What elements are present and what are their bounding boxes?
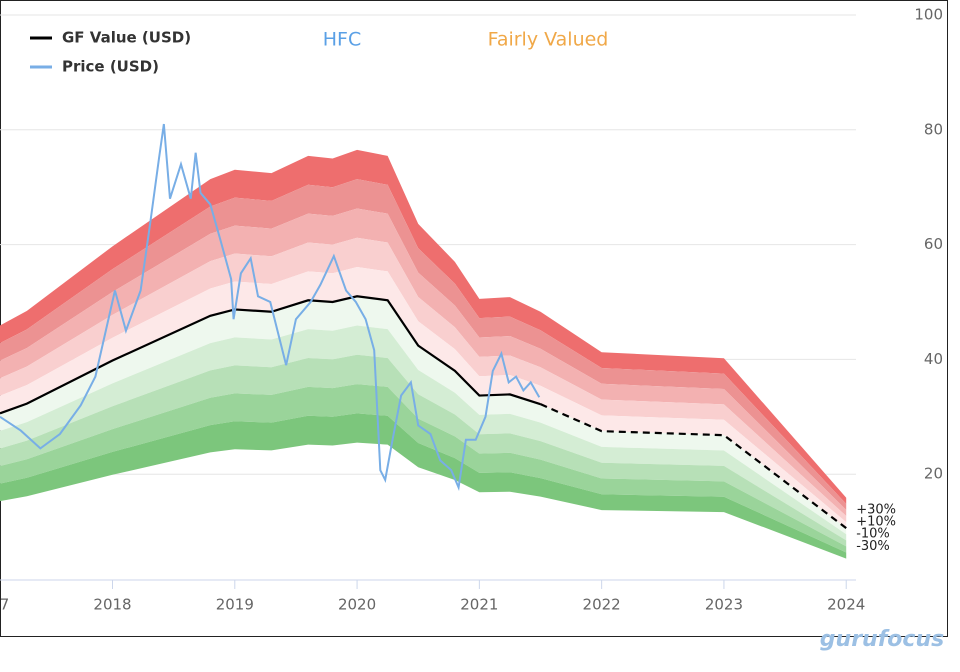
axes: 20 40 60 80 100 2017 2018 2019 2020 2021 2022 2023 2… bbox=[0, 6, 943, 614]
y-tick-label: 100 bbox=[914, 6, 943, 24]
y-tick-label: 80 bbox=[924, 120, 943, 138]
x-tick-label: 2017 bbox=[0, 596, 9, 614]
y-tick-label: 40 bbox=[924, 350, 943, 368]
chart-subtitle: Fairly Valued bbox=[488, 29, 609, 51]
legend-label: GF Value (USD) bbox=[62, 29, 191, 47]
x-tick-label: 2022 bbox=[583, 596, 621, 614]
chart-title: HFC bbox=[323, 29, 361, 51]
band-label: -30% bbox=[856, 539, 890, 554]
band-label: -10% bbox=[856, 527, 890, 542]
gf-value-line bbox=[0, 295, 541, 415]
x-tick-label: 2019 bbox=[216, 596, 254, 614]
band-label: +10% bbox=[856, 515, 896, 530]
value-band bbox=[0, 413, 847, 559]
x-tick-label: 2021 bbox=[460, 596, 498, 614]
watermark: gurufocus bbox=[820, 627, 944, 652]
legend-label: Price (USD) bbox=[62, 58, 159, 76]
x-tick-label: 2020 bbox=[338, 596, 376, 614]
x-tick-label: 2023 bbox=[705, 596, 743, 614]
plot-area bbox=[0, 14, 856, 559]
y-tick-label: 60 bbox=[924, 235, 943, 253]
band-label: +30% bbox=[856, 502, 896, 517]
y-tick-label: 20 bbox=[924, 465, 943, 483]
price-line bbox=[0, 123, 541, 492]
gf-value-line bbox=[540, 403, 847, 530]
x-tick-label: 2018 bbox=[93, 596, 131, 614]
x-tick-label: 2024 bbox=[827, 596, 865, 614]
